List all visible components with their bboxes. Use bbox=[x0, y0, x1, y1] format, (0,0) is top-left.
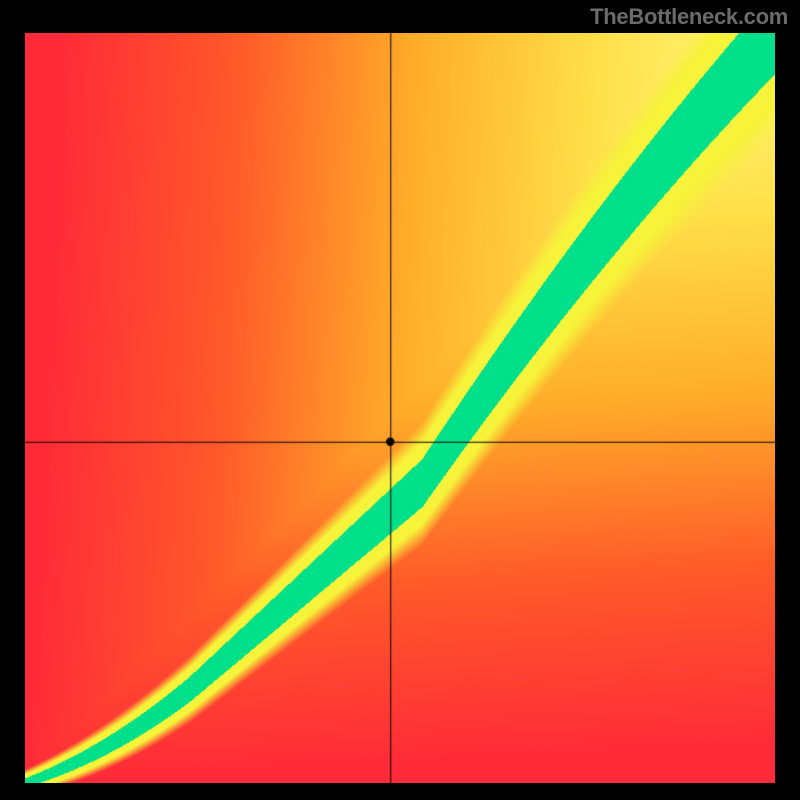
chart-container: TheBottleneck.com bbox=[0, 0, 800, 800]
bottleneck-heatmap bbox=[25, 33, 775, 783]
watermark-text: TheBottleneck.com bbox=[590, 4, 788, 30]
